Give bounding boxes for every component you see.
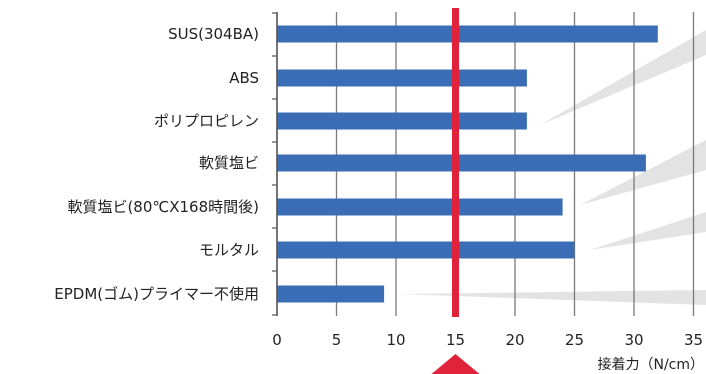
reference-line — [452, 8, 459, 317]
category-label: SUS(304BA) — [168, 25, 259, 43]
x-tick-label: 20 — [505, 331, 524, 349]
category-label: 軟質塩ビ — [199, 154, 259, 172]
category-label: ポリプロピレン — [154, 112, 259, 130]
x-tick-label: 25 — [565, 331, 584, 349]
bar — [277, 25, 658, 43]
bars — [277, 25, 658, 303]
x-tick-label: 15 — [446, 331, 465, 349]
bar — [277, 241, 575, 259]
bar — [277, 285, 385, 303]
pointer-marker — [431, 354, 480, 374]
decor-wedge — [400, 290, 706, 305]
x-tick-label: 35 — [684, 331, 703, 349]
category-label: モルタル — [199, 241, 259, 259]
x-tick-label: 0 — [272, 331, 282, 349]
x-axis-title: 接着力（N/cm） — [597, 356, 704, 373]
decor-wedge — [580, 140, 706, 205]
bar — [277, 154, 646, 172]
reference-line-group — [452, 8, 459, 317]
bar — [277, 112, 527, 130]
bar — [277, 69, 527, 87]
x-tick-labels: 0 5 10 15 20 25 30 35 — [272, 331, 703, 349]
axes — [272, 12, 278, 316]
decor-wedge — [590, 212, 706, 250]
x-tick-label: 5 — [332, 331, 342, 349]
x-tick-label: 10 — [386, 331, 405, 349]
x-tick-label: 30 — [624, 331, 643, 349]
background-decoration — [400, 30, 706, 305]
pointer-arrow-icon — [431, 354, 480, 374]
category-label: EPDM(ゴム)プライマー不使用 — [54, 285, 259, 303]
category-labels: SUS(304BA) ABS ポリプロピレン軟質塩ビ軟質塩ビ(80℃X168時間後)… — [54, 25, 259, 303]
category-label: ABS — [229, 69, 259, 87]
bar — [277, 198, 563, 216]
decor-wedge — [540, 30, 706, 125]
category-label: 軟質塩ビ(80℃X168時間後) — [67, 198, 259, 216]
